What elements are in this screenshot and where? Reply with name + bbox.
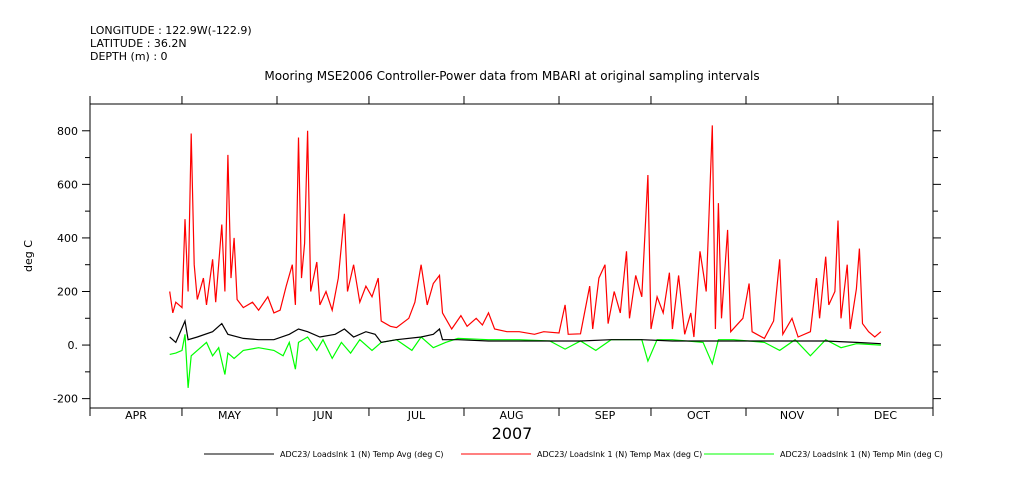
month-label: MAY [218, 409, 241, 422]
depth-label: DEPTH (m) : 0 [90, 50, 168, 63]
plot-frame [89, 103, 934, 409]
legend-label: ADC23/ Loadslnk 1 (N) Temp Min (deg C) [780, 450, 943, 459]
month-label: JUN [312, 409, 333, 422]
series-line-max [169, 125, 882, 340]
longitude-label: LONGITUDE : 122.9W(-122.9) [90, 24, 252, 37]
month-label: AUG [499, 409, 523, 422]
y-tick-label: 200 [57, 285, 78, 298]
latitude-label: LATITUDE : 36.2N [90, 37, 187, 50]
y-tick-label: 400 [57, 232, 78, 245]
legend-label: ADC23/ Loadslnk 1 (N) Temp Avg (deg C) [280, 450, 444, 459]
month-label: DEC [874, 409, 897, 422]
x-axis-label: 2007 [492, 424, 533, 443]
month-label: OCT [687, 409, 710, 422]
y-tick-label: -200 [53, 393, 78, 406]
y-tick-label: 0. [68, 339, 79, 352]
month-label: JUL [407, 409, 426, 422]
series-line-avg [169, 318, 881, 345]
month-label: NOV [780, 409, 805, 422]
chart-title: Mooring MSE2006 Controller-Power data fr… [264, 69, 759, 83]
y-tick-label: 600 [57, 178, 78, 191]
y-tick-label: 800 [57, 125, 78, 138]
legend-label: ADC23/ Loadslnk 1 (N) Temp Max (deg C) [537, 450, 702, 459]
series-line-min [169, 334, 881, 388]
y-axis-label: deg C [22, 240, 35, 272]
month-label: SEP [595, 409, 616, 422]
month-label: APR [125, 409, 147, 422]
